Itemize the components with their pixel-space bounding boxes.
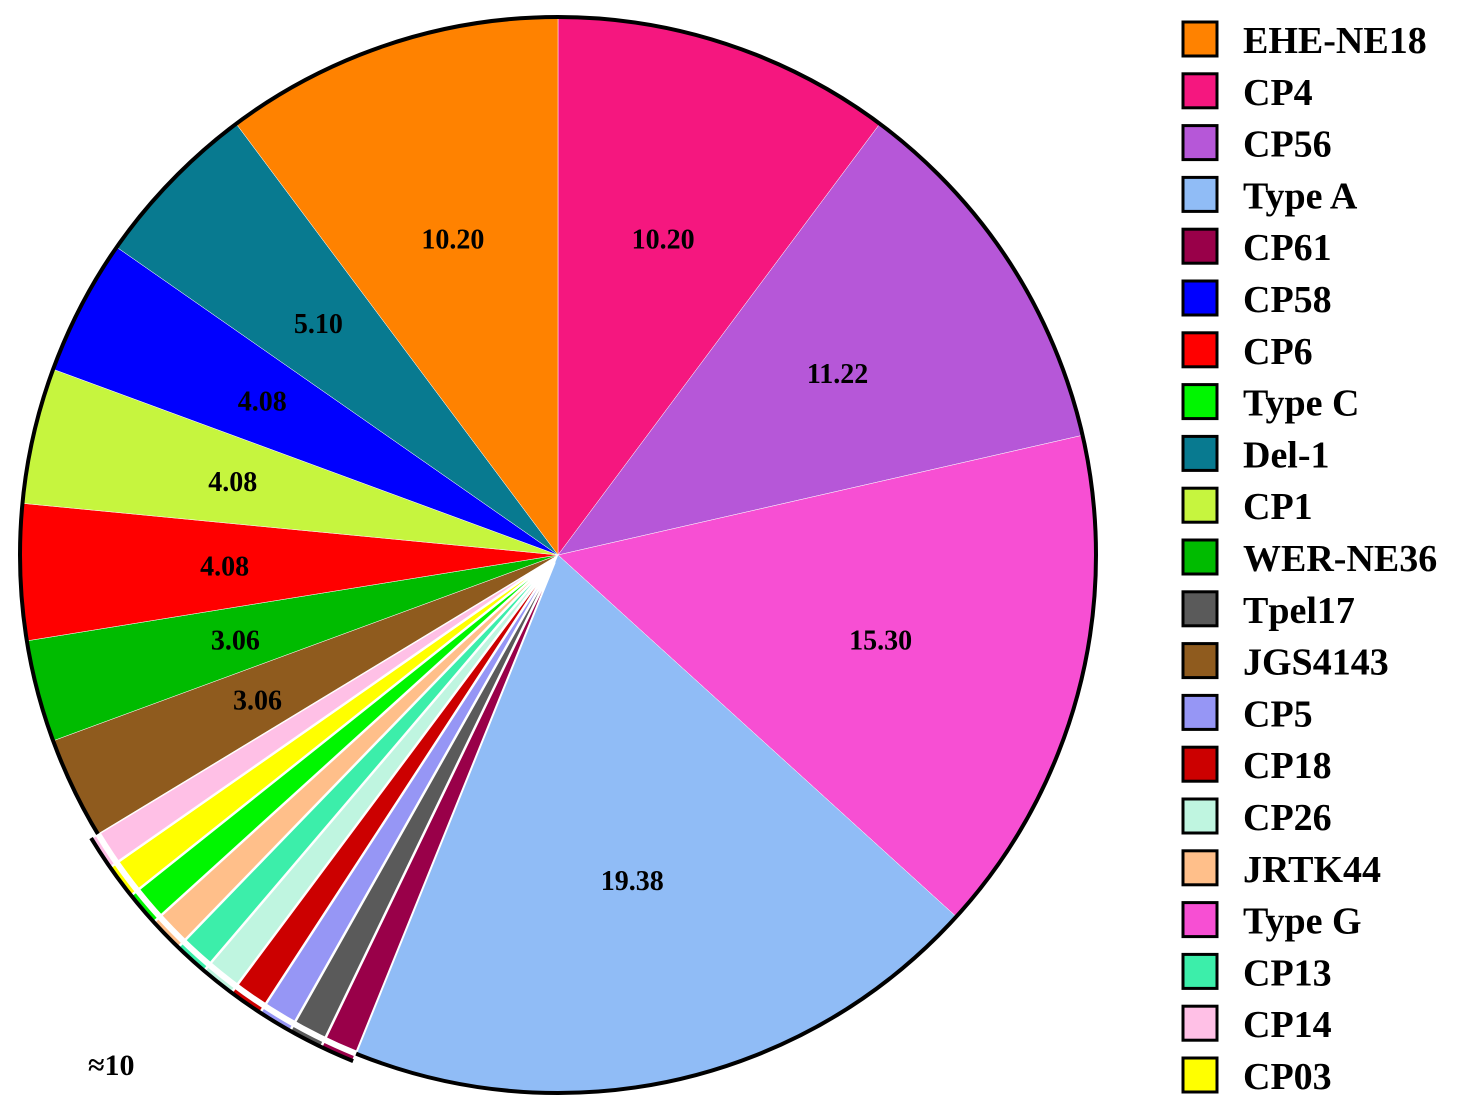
pie-outline <box>18 15 1098 1095</box>
legend-label-cp58: CP58 <box>1243 279 1332 321</box>
legend-label-cp14: CP14 <box>1243 1004 1332 1046</box>
slice-label-jgs4143: 3.06 <box>233 686 282 717</box>
legend-swatch-type-c <box>1181 383 1219 421</box>
legend-label-type-g: Type G <box>1243 901 1362 943</box>
legend-swatch-cp03 <box>1181 1056 1219 1094</box>
legend-label-cp03: CP03 <box>1243 1056 1332 1098</box>
legend-label-cp5: CP5 <box>1243 693 1313 735</box>
legend-swatch-wer-ne36 <box>1181 538 1219 576</box>
slice-label-wer-ne36: 3.06 <box>211 626 260 657</box>
legend-label-type-a: Type A <box>1243 175 1358 217</box>
legend-swatch-cp61 <box>1181 227 1219 265</box>
slice-label-type-g: 15.30 <box>849 626 912 657</box>
legend-swatch-type-g <box>1181 901 1219 939</box>
legend-swatch-tpel17 <box>1181 590 1219 628</box>
slice-label-del-1: 5.10 <box>294 309 343 340</box>
legend-label-del-1: Del-1 <box>1243 434 1330 476</box>
pie-slices <box>19 16 1097 1094</box>
slice-label-cp58: 4.08 <box>238 387 287 418</box>
legend-swatch-cp4 <box>1181 72 1219 110</box>
legend-label-cp13: CP13 <box>1243 952 1332 994</box>
legend-swatch-cp6 <box>1181 331 1219 369</box>
slice-label-cp1: 4.08 <box>208 467 257 498</box>
legend-swatch-cp1 <box>1181 486 1219 524</box>
legend-swatch-cp56 <box>1181 124 1219 162</box>
legend-label-cp61: CP61 <box>1243 227 1332 269</box>
slice-label-cp6: 4.08 <box>200 552 249 583</box>
legend-swatch-cp14 <box>1181 1004 1219 1042</box>
legend-swatch-jgs4143 <box>1181 642 1219 680</box>
exploded-rim <box>89 837 354 1063</box>
legend-label-wer-ne36: WER-NE36 <box>1243 538 1437 580</box>
legend-label-type-c: Type C <box>1243 383 1359 425</box>
legend-swatch-jrtk44 <box>1181 849 1219 887</box>
legend-label-cp26: CP26 <box>1243 797 1332 839</box>
legend-swatch-cp5 <box>1181 693 1219 731</box>
slice-label-ehe-ne18: 10.20 <box>421 224 484 255</box>
legend-label-cp56: CP56 <box>1243 124 1332 166</box>
slice-label-type-a: 19.38 <box>601 866 664 897</box>
pie-rim <box>18 15 1098 1095</box>
legend-label-cp1: CP1 <box>1243 486 1313 528</box>
legend-swatch-del-1 <box>1181 434 1219 472</box>
legend-swatch-cp26 <box>1181 797 1219 835</box>
legend-label-cp6: CP6 <box>1243 331 1313 373</box>
legend-label-jrtk44: JRTK44 <box>1243 849 1381 891</box>
slice-label-cp56: 11.22 <box>807 359 868 390</box>
small-slices-annotation: ≈10 <box>88 1049 134 1082</box>
legend-swatch-cp13 <box>1181 952 1219 990</box>
legend: EHE-NE18 CP4 CP56 Type A CP61 CP58 CP6 Type C De… <box>1181 20 1437 1098</box>
rim-gap <box>95 832 358 1057</box>
legend-label-ehe-ne18: EHE-NE18 <box>1243 20 1427 62</box>
legend-label-cp4: CP4 <box>1243 72 1313 114</box>
slice-labels: 10.20 11.22 15.30 19.38 3.06 3.06 4.08 4.08 4.08… <box>200 224 912 897</box>
legend-swatch-cp18 <box>1181 745 1219 783</box>
legend-swatch-type-a <box>1181 175 1219 213</box>
legend-swatch-cp58 <box>1181 279 1219 317</box>
legend-swatch-ehe-ne18 <box>1181 20 1219 58</box>
legend-label-cp18: CP18 <box>1243 745 1332 787</box>
legend-label-jgs4143: JGS4143 <box>1243 642 1389 684</box>
slice-label-cp4: 10.20 <box>632 224 695 255</box>
legend-label-tpel17: Tpel17 <box>1243 590 1355 632</box>
